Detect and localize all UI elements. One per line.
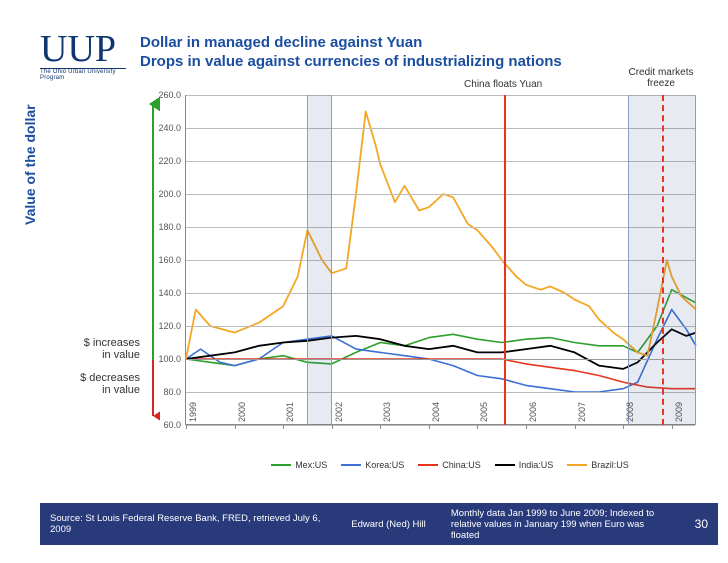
chart: 60.080.0100.0120.0140.0160.0180.0200.022… [155, 95, 703, 480]
x-tick: 1999 [188, 402, 198, 430]
footer-note: Monthly data Jan 1999 to June 2009; Inde… [441, 504, 685, 545]
legend: Mex:US Korea:US China:US India:US Brazil:US [235, 460, 665, 470]
legend-swatch [567, 464, 587, 466]
series-Brazil:US [186, 112, 696, 360]
legend-item: India:US [495, 460, 554, 470]
title-block: Dollar in managed decline against Yuan D… [140, 30, 562, 72]
logo: UUP The Ohio Urban University Program [40, 30, 126, 81]
logo-text: UUP [40, 30, 126, 69]
legend-label: Korea:US [365, 460, 404, 470]
y-tick: 160.0 [151, 255, 181, 265]
x-tick: 2000 [237, 402, 247, 430]
footer-source: Source: St Louis Federal Reserve Bank, F… [40, 509, 336, 539]
legend-item: China:US [418, 460, 481, 470]
y-tick: 140.0 [151, 288, 181, 298]
legend-item: Mex:US [271, 460, 327, 470]
y-tick: 200.0 [151, 189, 181, 199]
event-vline [662, 95, 664, 425]
footer-bar: Source: St Louis Federal Reserve Bank, F… [40, 503, 718, 545]
event-band [307, 95, 331, 425]
series-China:US [186, 359, 696, 389]
legend-label: Brazil:US [591, 460, 629, 470]
legend-swatch [495, 464, 515, 466]
page-number: 30 [685, 513, 718, 535]
legend-swatch [418, 464, 438, 466]
series-Mex:US [186, 290, 696, 366]
logo-subtitle: The Ohio Urban University Program [40, 69, 126, 81]
legend-label: Mex:US [295, 460, 327, 470]
inc-label: $ increases in value [60, 337, 140, 361]
legend-swatch [341, 464, 361, 466]
x-tick: 2003 [382, 402, 392, 430]
x-tick: 2008 [625, 402, 635, 430]
y-tick: 220.0 [151, 156, 181, 166]
y-tick: 100.0 [151, 354, 181, 364]
legend-label: India:US [519, 460, 554, 470]
event-label: Credit marketsfreeze [616, 67, 706, 89]
plot-area: 60.080.0100.0120.0140.0160.0180.0200.022… [185, 95, 695, 425]
series-Korea:US [186, 310, 696, 393]
footer-author: Edward (Ned) Hill [336, 519, 441, 530]
legend-label: China:US [442, 460, 481, 470]
y-tick: 240.0 [151, 123, 181, 133]
y-tick: 60.0 [151, 420, 181, 430]
x-tick: 2002 [334, 402, 344, 430]
event-vline [504, 95, 506, 425]
x-tick: 2007 [577, 402, 587, 430]
legend-swatch [271, 464, 291, 466]
x-tick: 2006 [528, 402, 538, 430]
x-tick: 2004 [431, 402, 441, 430]
dec-label: $ decreases in value [60, 372, 140, 396]
y-axis-label: Value of the dollar [22, 104, 38, 225]
y-tick: 120.0 [151, 321, 181, 331]
y-tick: 260.0 [151, 90, 181, 100]
y-tick: 180.0 [151, 222, 181, 232]
legend-item: Brazil:US [567, 460, 629, 470]
x-tick: 2001 [285, 402, 295, 430]
title-line-1: Dollar in managed decline against Yuan [140, 34, 562, 53]
x-tick: 2009 [674, 402, 684, 430]
y-tick: 80.0 [151, 387, 181, 397]
legend-item: Korea:US [341, 460, 404, 470]
event-label: China floats Yuan [453, 79, 553, 90]
x-tick: 2005 [479, 402, 489, 430]
title-line-2: Drops in value against currencies of ind… [140, 53, 562, 72]
